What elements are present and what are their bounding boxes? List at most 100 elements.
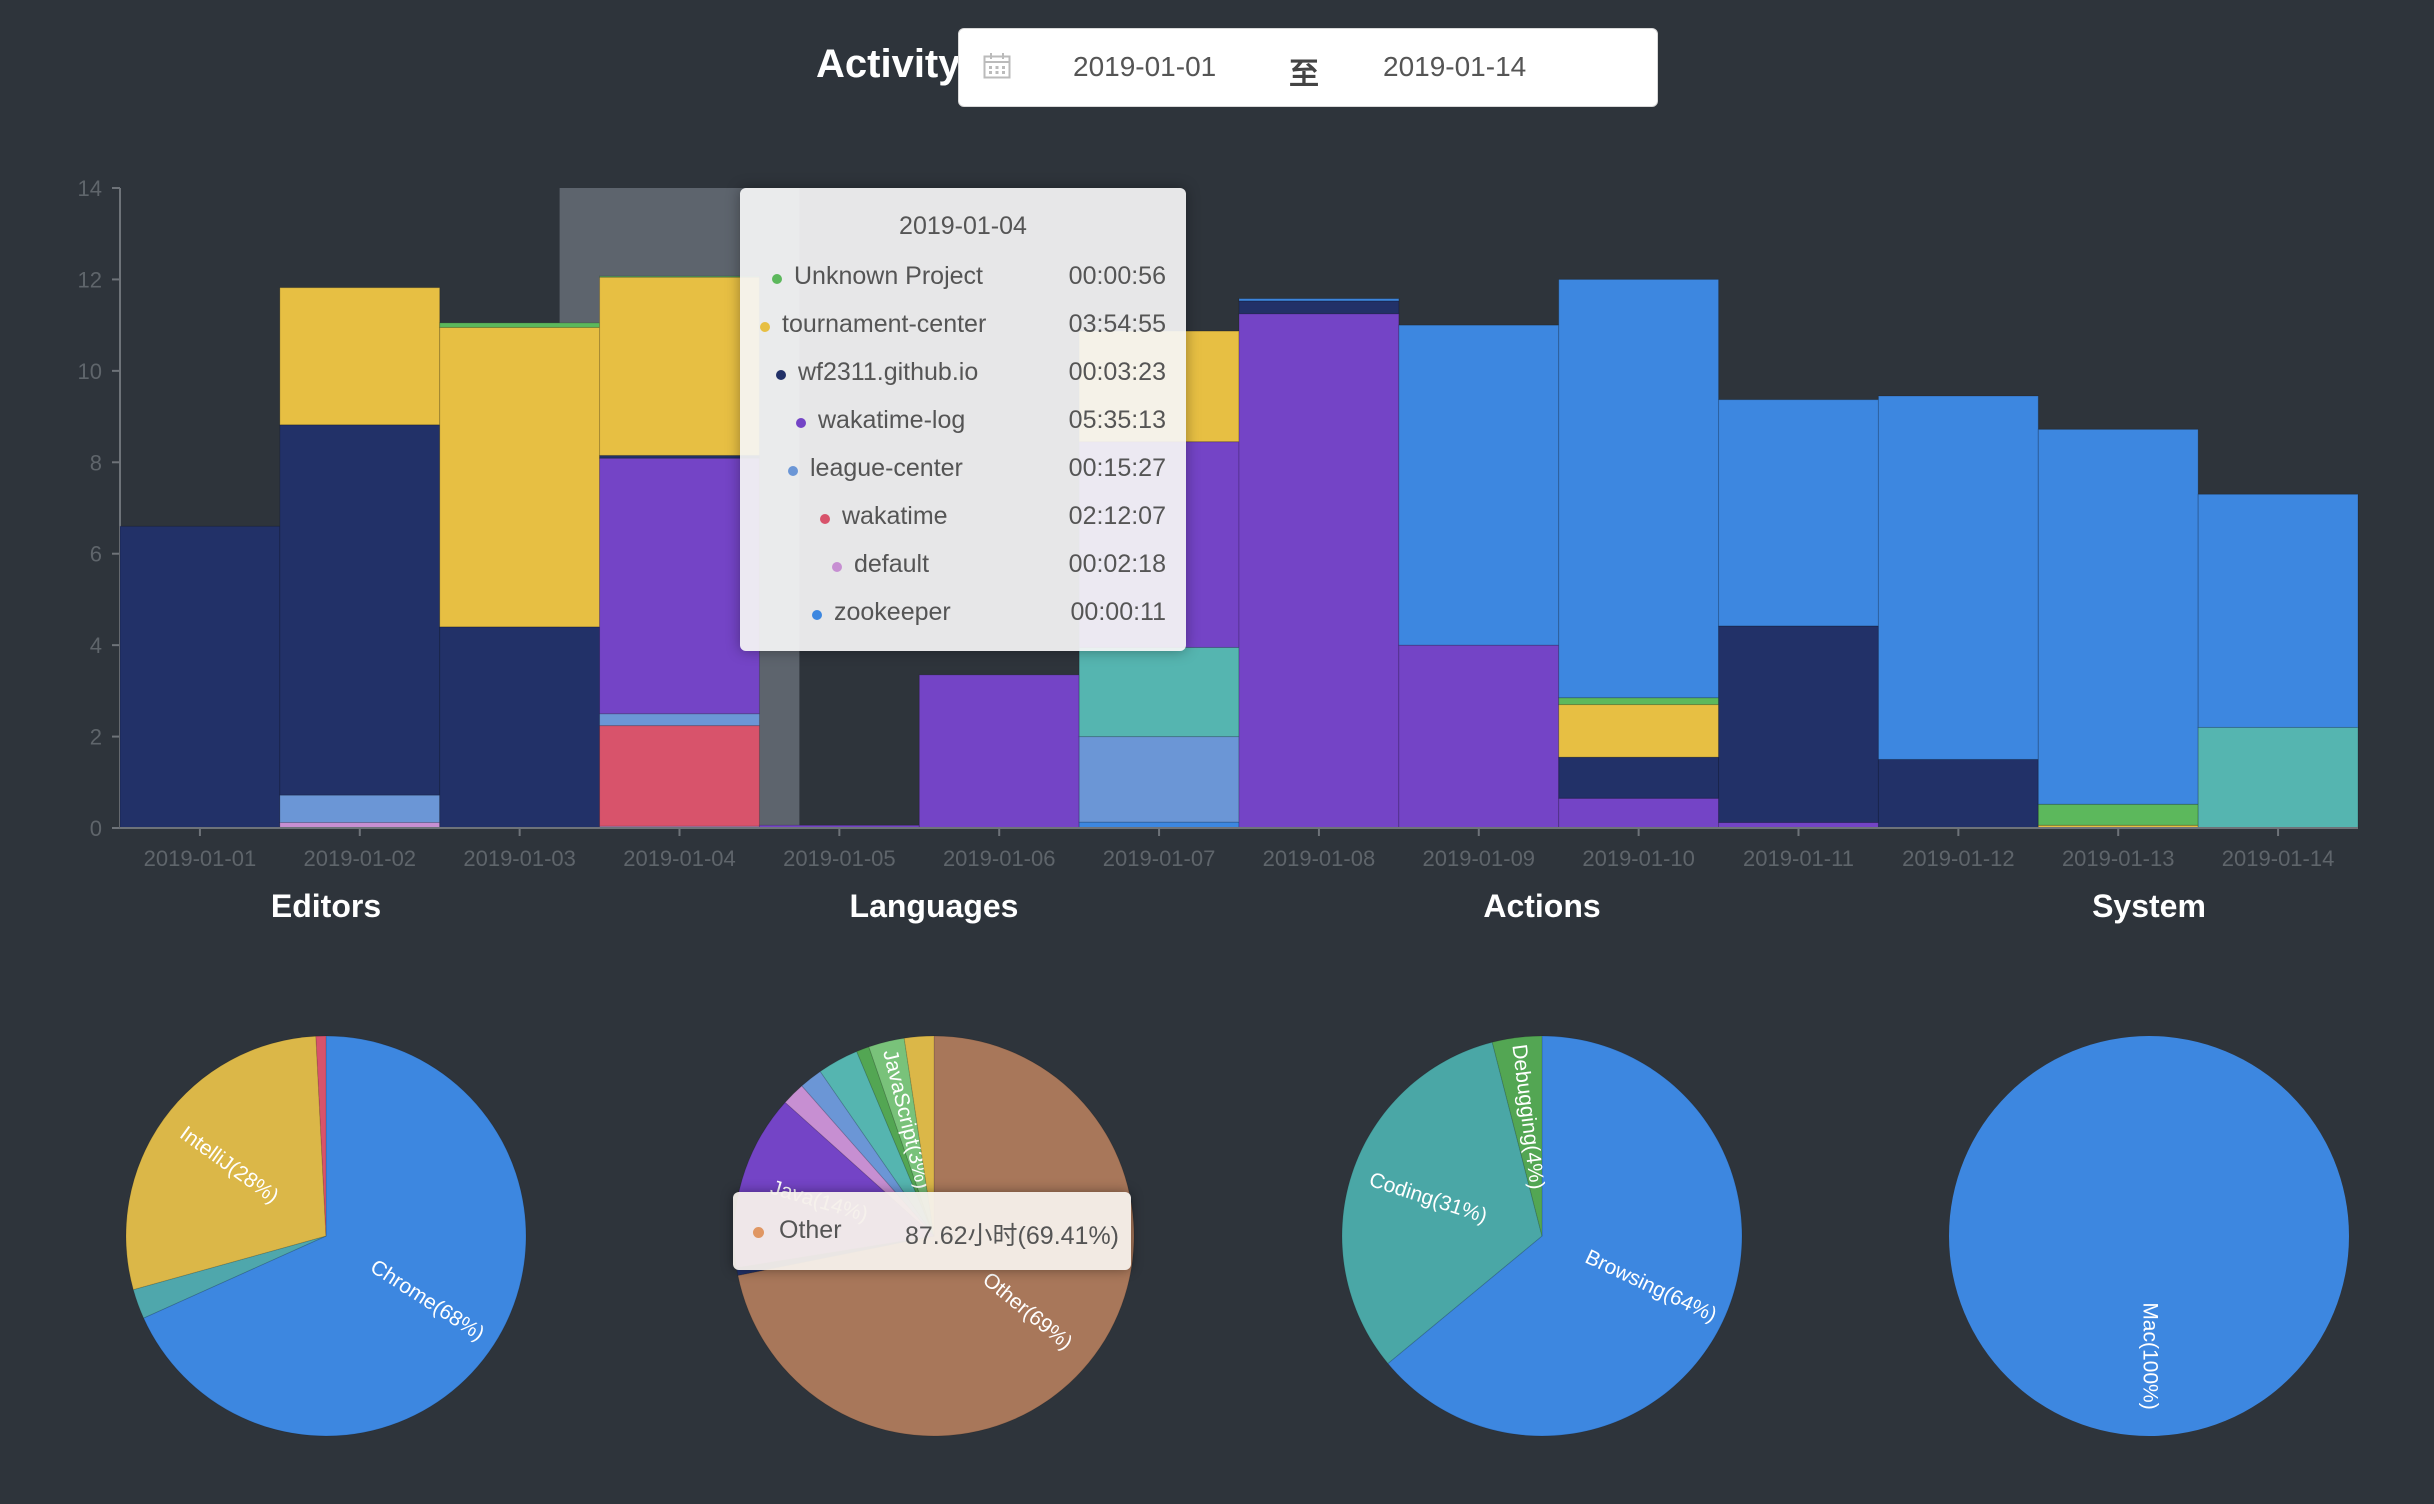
bar-segment-browsing-2019-01-08[interactable] [1238, 298, 1400, 302]
tooltip-series-value: 00:00:11 [1070, 598, 1166, 626]
pie-slice-Coding[interactable] [1341, 1041, 1543, 1365]
y-tick-label: 8 [90, 450, 102, 475]
tooltip-dot-icon [753, 1227, 764, 1238]
bar-segment-browsing-2019-01-12[interactable] [1877, 395, 2039, 760]
tooltip-series-name: default [854, 550, 930, 578]
bar-segment-league-center-2019-01-07[interactable] [1078, 736, 1240, 823]
legend-dot-icon [796, 418, 806, 428]
pie-label: Mac(100%) [2138, 1302, 2161, 1409]
bar-segment-wakatime-log-2019-01-04[interactable] [599, 457, 760, 715]
languages-tooltip: Other 87.62小时(69.41%) [733, 1192, 1131, 1270]
bar-segment-wakatime-log-2019-01-10[interactable] [1558, 797, 1720, 829]
tooltip-row: tournament-center 03:54:55 [740, 310, 1186, 350]
bar-segment-wf2311.github.io-2019-01-03[interactable] [439, 626, 601, 829]
y-tick-label: 0 [90, 816, 102, 841]
bar-segment-browsing-2019-01-13[interactable] [2037, 428, 2199, 805]
editors-title: Editors [270, 888, 382, 924]
date-separator: 至 [1289, 58, 1319, 91]
pie-slice-teal[interactable] [132, 1235, 327, 1319]
y-axis: 0 2 4 6 8 10 12 14 [78, 176, 121, 841]
bar-segment-Unknown Project-2019-01-04[interactable] [599, 275, 760, 278]
bar-segment-wf2311.github.io-2019-01-01[interactable] [119, 525, 281, 829]
bar-segment-wf2311.github.io-2019-01-11[interactable] [1718, 625, 1879, 824]
calendar-icon [983, 53, 1011, 84]
bar-segment-wf2311.github.io-2019-01-12[interactable] [1877, 758, 2039, 829]
x-tick-label: 2019-01-07 [1103, 846, 1216, 871]
bar-segment-wakatime-log-2019-01-06[interactable] [918, 674, 1080, 829]
bar-segment-teal-2019-01-07[interactable] [1078, 646, 1240, 738]
system-title: System [2092, 888, 2206, 924]
tooltip-row: zookeeper 00:00:11 [740, 598, 1186, 638]
bar-segment-league-center-2019-01-02[interactable] [279, 794, 441, 824]
start-date-input[interactable]: 2019-01-01 [1073, 51, 1217, 82]
x-tick-label: 2019-01-01 [144, 846, 257, 871]
bar-segment-tournament-center-2019-01-03[interactable] [439, 326, 601, 628]
pie-slice-Browsing[interactable] [1387, 1035, 1743, 1437]
end-date-input[interactable]: 2019-01-14 [1383, 51, 1527, 82]
tooltip-series-name: wakatime [842, 502, 948, 530]
pie-slice-red[interactable] [315, 1035, 327, 1237]
tooltip-row: wakatime 02:12:07 [740, 502, 1186, 542]
tooltip-series-name: zookeeper [834, 598, 951, 626]
pie-system: Mac(100%) [1949, 1036, 2349, 1436]
pie-slice-JavaScript[interactable] [868, 1037, 935, 1237]
bar-segment-browsing-2019-01-10[interactable] [1558, 278, 1720, 699]
bar-segment-browsing-2019-01-14[interactable] [2197, 493, 2359, 728]
pie-slice-IntelliJ[interactable] [125, 1035, 327, 1291]
bar-segment-Unknown Project-2019-01-13[interactable] [2037, 803, 2199, 826]
page-title: Activity [816, 42, 961, 86]
y-tick-label: 12 [78, 267, 102, 292]
bar-segment-wakatime-log-2019-01-09[interactable] [1398, 644, 1560, 829]
y-tick-label: 4 [90, 633, 102, 658]
pie-slice-Mac[interactable] [1949, 1036, 2349, 1436]
bar-segment-Unknown Project-2019-01-03[interactable] [439, 322, 601, 328]
bar-segment-wf2311.github.io-2019-01-08[interactable] [1238, 300, 1400, 315]
date-range-picker[interactable]: 2019-01-01 至 2019-01-14 [958, 28, 1658, 107]
tooltip-row: default 00:02:18 [740, 550, 1186, 590]
bar-segment-wf2311.github.io-2019-01-10[interactable] [1558, 756, 1720, 799]
x-tick-label: 2019-01-05 [783, 846, 896, 871]
tooltip-series-value: 00:03:23 [1068, 358, 1166, 386]
tooltip-series-value: 03:54:55 [1068, 310, 1166, 338]
legend-dot-icon [812, 610, 822, 620]
tooltip-row: league-center 00:15:27 [740, 454, 1186, 494]
x-tick-label: 2019-01-09 [1423, 846, 1536, 871]
tooltip-series-name: tournament-center [782, 310, 987, 338]
pie-actions: Browsing(64%)Coding(31%)Debugging(4%) [1341, 1035, 1743, 1437]
pie-slice-teal[interactable] [819, 1050, 935, 1237]
tooltip-series-value: 00:15:27 [1068, 454, 1166, 482]
bar-segment-tournament-center-2019-01-02[interactable] [279, 287, 441, 426]
languages-title: Languages [849, 888, 1019, 924]
pie-slice-Debugging[interactable] [1491, 1035, 1543, 1237]
x-tick-label: 2019-01-04 [623, 846, 736, 871]
bar-segment-browsing-2019-01-09[interactable] [1398, 324, 1560, 646]
x-tick-label: 2019-01-06 [943, 846, 1056, 871]
pie-slice-Chrome[interactable] [142, 1035, 527, 1437]
bar-segment-wakatime-log-2019-01-08[interactable] [1238, 313, 1400, 829]
bar-series-group [119, 275, 2359, 829]
tooltip-series-value: 00:02:18 [1068, 550, 1166, 578]
x-tick-label: 2019-01-10 [1582, 846, 1695, 871]
bar-segment-tournament-center-2019-01-04[interactable] [599, 276, 760, 456]
bar-segment-teal-2019-01-14[interactable] [2197, 726, 2359, 829]
bar-segment-league-center-2019-01-04[interactable] [599, 713, 760, 727]
bar-segment-Unknown Project-2019-01-10[interactable] [1558, 697, 1720, 706]
tooltip-series-name: wakatime-log [818, 406, 966, 434]
x-tick-label: 2019-01-13 [2062, 846, 2175, 871]
pie-tooltip-name: Other [779, 1216, 842, 1244]
pie-slice-green[interactable] [856, 1046, 935, 1237]
legend-dot-icon [788, 466, 798, 476]
bar-segment-tournament-center-2019-01-10[interactable] [1558, 704, 1720, 758]
tooltip-row: wakatime-log 05:35:13 [740, 406, 1186, 446]
actions-title: Actions [1483, 888, 1601, 924]
x-tick-label: 2019-01-03 [463, 846, 576, 871]
tooltip-row: wf2311.github.io 00:03:23 [740, 358, 1186, 398]
bar-segment-wf2311.github.io-2019-01-02[interactable] [279, 424, 441, 796]
pie-tooltip-value: 87.62小时(69.41%) [905, 1222, 1120, 1250]
bar-segment-browsing-2019-01-11[interactable] [1718, 399, 1879, 627]
tooltip-series-value: 00:00:56 [1068, 262, 1166, 290]
bar-segment-wakatime-2019-01-04[interactable] [599, 725, 760, 827]
pie-slice-yellow[interactable] [903, 1035, 935, 1237]
x-tick-label: 2019-01-02 [304, 846, 417, 871]
